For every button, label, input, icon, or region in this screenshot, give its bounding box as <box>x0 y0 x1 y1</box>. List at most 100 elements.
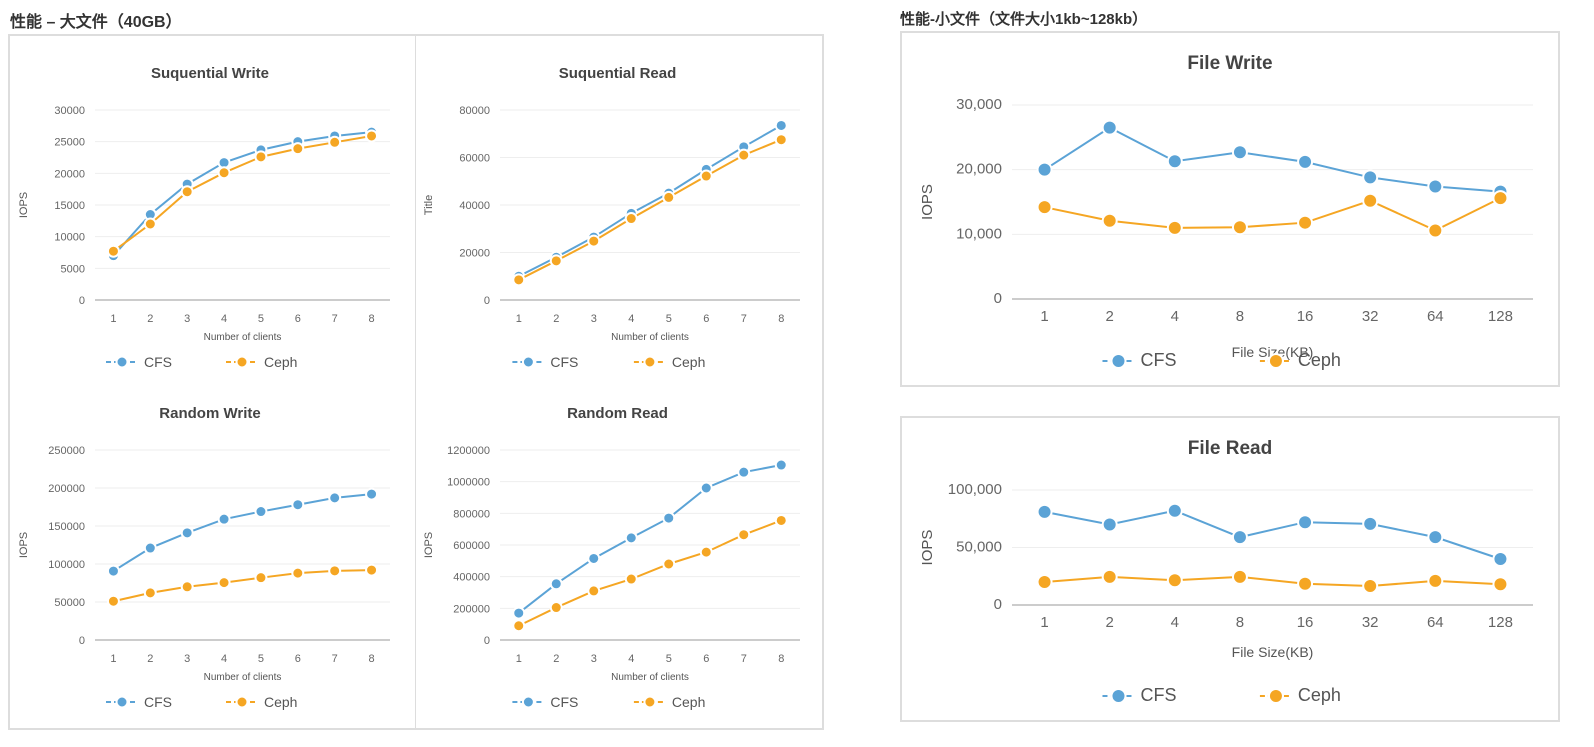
x-tick-label: 8 <box>369 653 375 665</box>
data-point-cfs <box>1036 161 1053 178</box>
x-tick-label: 7 <box>332 313 338 325</box>
data-point-ceph <box>549 254 563 268</box>
x-tick-label: 4 <box>628 653 634 665</box>
data-point-cfs <box>1101 119 1118 136</box>
legend-marker <box>115 695 129 709</box>
data-point-ceph <box>180 580 194 594</box>
x-tick-label: 4 <box>1171 614 1179 631</box>
data-point-ceph <box>291 142 305 156</box>
y-tick-label: 20000 <box>54 168 85 180</box>
x-tick-label: 1 <box>516 313 522 325</box>
data-point-cfs <box>1297 514 1314 531</box>
x-axis-label: Number of clients <box>204 672 282 683</box>
y-tick-label: 10000 <box>54 232 85 244</box>
x-tick-label: 32 <box>1362 308 1379 325</box>
data-point-ceph <box>737 528 751 542</box>
data-point-cfs <box>106 564 120 578</box>
left-section-title: 性能 – 大文件（40GB） <box>10 14 182 31</box>
data-point-ceph <box>365 563 379 577</box>
data-point-ceph <box>587 234 601 248</box>
y-axis-label: Title <box>423 195 435 215</box>
data-point-ceph <box>1036 199 1053 216</box>
series-line-ceph <box>1044 197 1501 232</box>
data-point-ceph <box>512 273 526 287</box>
chart-sequential-read: Suquential Read 0 20000 40000 60000 80000 1 2 3 4… <box>415 50 820 380</box>
legend-marker <box>235 355 249 369</box>
data-point-ceph <box>143 217 157 231</box>
chart-title: File Read <box>1188 438 1272 459</box>
data-point-ceph <box>365 129 379 143</box>
data-point-cfs <box>737 465 751 479</box>
data-point-ceph <box>106 594 120 608</box>
series-line-cfs <box>518 124 782 278</box>
data-point-cfs <box>291 498 305 512</box>
y-tick-label: 10,000 <box>956 225 1002 242</box>
y-tick-label: 250000 <box>48 445 85 457</box>
x-tick-label: 1 <box>110 653 116 665</box>
legend-label-cfs: CFS <box>144 694 172 710</box>
data-point-ceph <box>737 148 751 162</box>
x-tick-label: 3 <box>184 653 190 665</box>
data-point-ceph <box>1427 222 1444 239</box>
legend-marker <box>521 355 535 369</box>
data-point-ceph <box>1492 576 1509 593</box>
data-point-cfs <box>1036 503 1053 520</box>
x-tick-label: 8 <box>1236 308 1244 325</box>
x-tick-label: 3 <box>591 313 597 325</box>
x-tick-label: 6 <box>295 313 301 325</box>
data-point-cfs <box>549 577 563 591</box>
y-tick-label: 200000 <box>48 483 85 495</box>
legend-marker <box>1110 688 1127 704</box>
chart-title: Random Write <box>159 405 260 422</box>
x-tick-label: 4 <box>628 313 634 325</box>
x-tick-label: 8 <box>778 653 784 665</box>
data-point-cfs <box>254 505 268 519</box>
x-tick-label: 7 <box>741 313 747 325</box>
x-axis-label: Number of clients <box>204 332 282 343</box>
x-tick-label: 16 <box>1297 308 1314 325</box>
data-point-cfs <box>180 526 194 540</box>
data-point-ceph <box>1362 192 1379 209</box>
data-point-cfs <box>1101 516 1118 533</box>
data-point-cfs <box>1231 144 1248 161</box>
data-point-ceph <box>1166 219 1183 236</box>
x-tick-label: 1 <box>1040 614 1048 631</box>
y-axis-label: IOPS <box>18 532 30 558</box>
legend-label-cfs: CFS <box>144 354 172 370</box>
x-tick-label: 5 <box>258 653 264 665</box>
data-point-ceph <box>328 135 342 149</box>
y-axis-label: IOPS <box>423 532 435 558</box>
data-point-cfs <box>1427 529 1444 546</box>
y-tick-label: 25000 <box>54 137 85 149</box>
data-point-cfs <box>1166 502 1183 519</box>
series-line-ceph <box>1044 575 1501 588</box>
data-point-ceph <box>106 244 120 258</box>
legend-label-cfs: CFS <box>1140 685 1176 705</box>
data-point-ceph <box>774 133 788 147</box>
series-line-cfs <box>1044 126 1501 193</box>
legend-marker <box>1267 353 1284 369</box>
x-tick-label: 8 <box>1236 614 1244 631</box>
y-tick-label: 15000 <box>54 200 85 212</box>
y-tick-label: 150000 <box>48 521 85 533</box>
series-line-cfs <box>112 493 372 572</box>
data-point-ceph <box>699 169 713 183</box>
x-tick-label: 5 <box>666 653 672 665</box>
x-tick-label: 4 <box>1171 308 1179 325</box>
chart-random-read: Random Read 0 200000 400000 600000 800000 1000… <box>415 390 820 720</box>
x-tick-label: 2 <box>147 653 153 665</box>
x-tick-label: 6 <box>703 653 709 665</box>
x-axis-label: Number of clients <box>611 332 689 343</box>
x-axis-label: File Size(KB) <box>1232 344 1314 360</box>
data-point-cfs <box>328 491 342 505</box>
x-tick-label: 6 <box>295 653 301 665</box>
legend-marker <box>1110 353 1127 369</box>
data-point-ceph <box>1362 578 1379 595</box>
y-tick-label: 0 <box>994 596 1002 613</box>
y-tick-label: 0 <box>79 295 85 307</box>
x-tick-label: 5 <box>258 313 264 325</box>
legend-marker <box>643 355 657 369</box>
data-point-cfs <box>1492 551 1509 567</box>
file-read-panel: File Read 0 50,000 100,000 1 2 4 8 16 32 64 128 File… <box>900 416 1560 722</box>
x-tick-label: 2 <box>1106 308 1114 325</box>
